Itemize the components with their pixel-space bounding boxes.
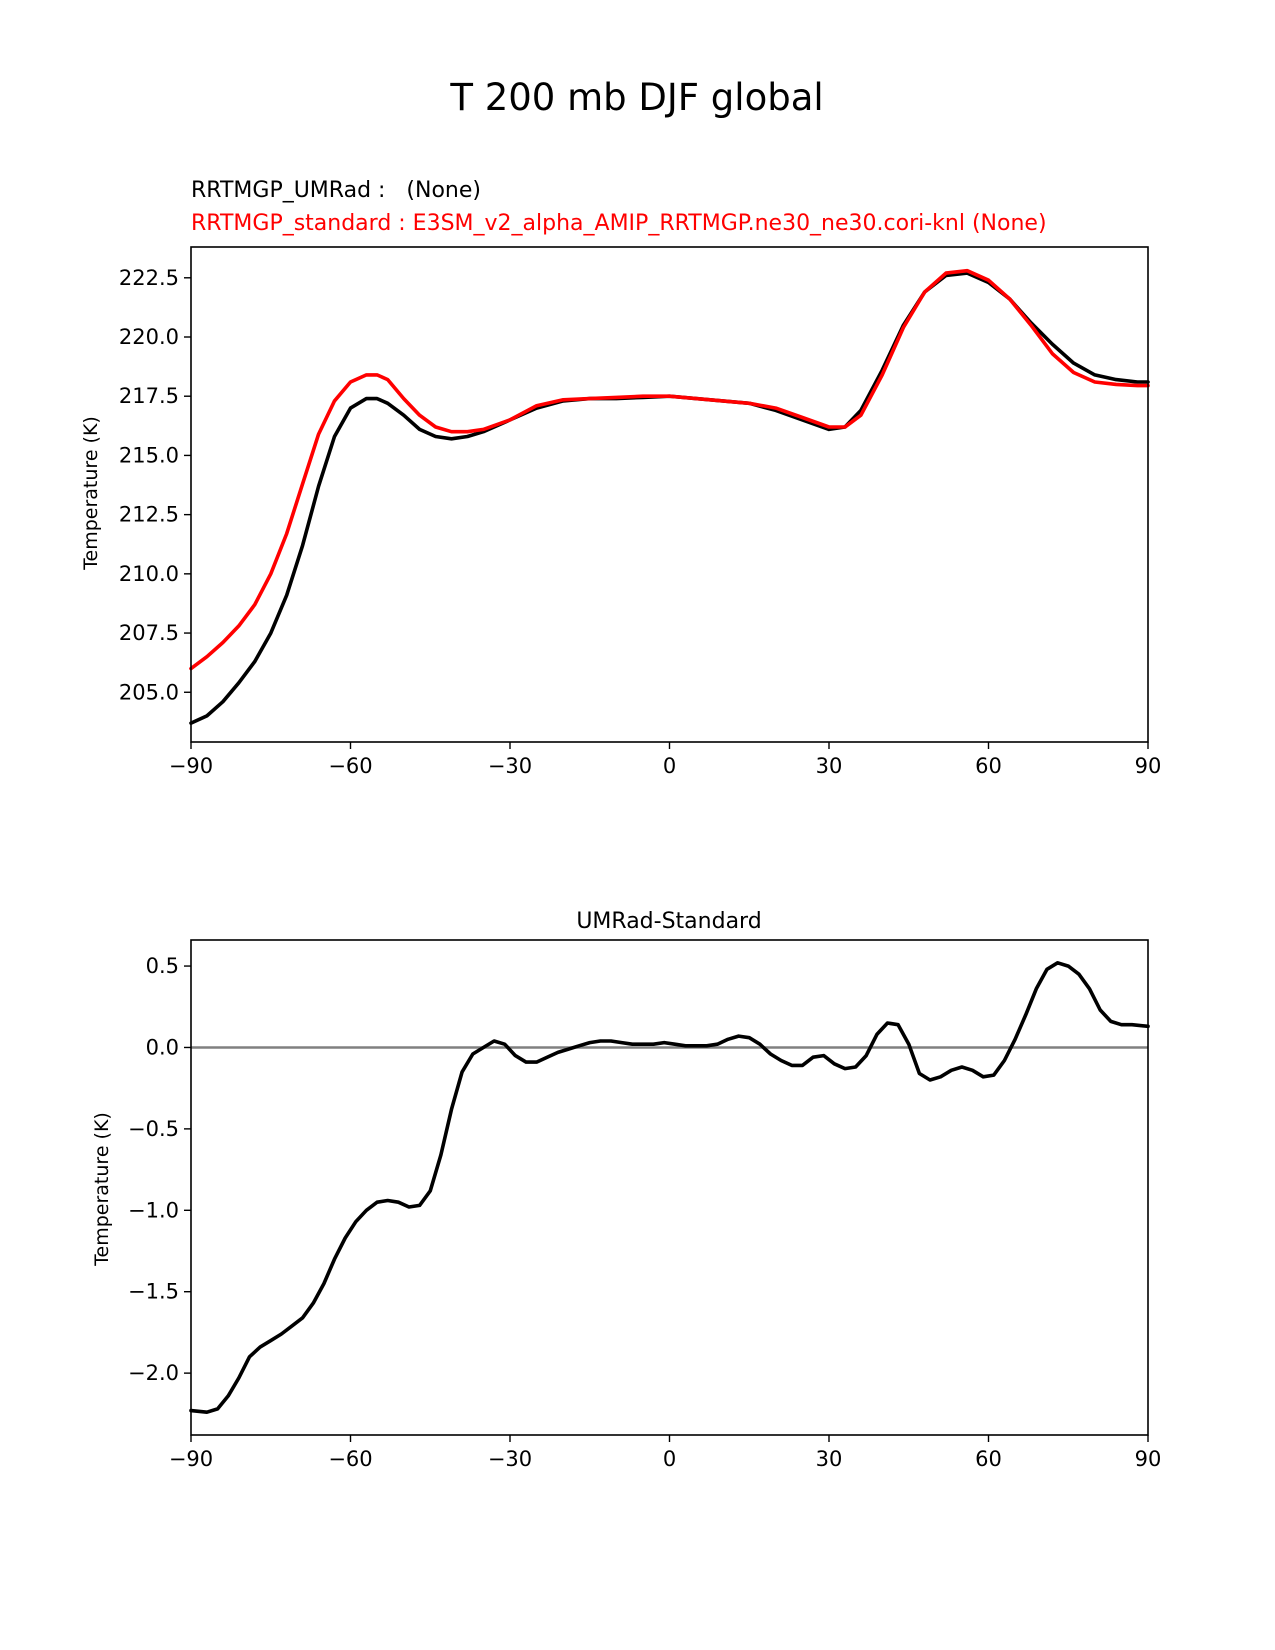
y-tick-label: 220.0 bbox=[119, 325, 179, 349]
series-line-0 bbox=[189, 960, 1150, 1414]
bottom-panel: UMRad-Standard Temperature (K) −90 −60 −30… bbox=[91, 909, 1161, 1471]
x-tick-label: −90 bbox=[169, 754, 213, 778]
bottom-title: UMRad-Standard bbox=[576, 909, 761, 934]
y-tick-label: 0.5 bbox=[146, 954, 179, 978]
bottom-plot-marks: −90 −60 −30 0 30 60 90 −2.0 −1.5 −1.0 −0.5 0.0 0.5 bbox=[128, 954, 1161, 1471]
y-tick-label: 212.5 bbox=[119, 503, 179, 527]
x-tick-label: 0 bbox=[663, 754, 676, 778]
x-tick-label: 30 bbox=[816, 754, 843, 778]
bottom-ylabel: Temperature (K) bbox=[91, 1112, 113, 1267]
x-tick-label: 60 bbox=[975, 1447, 1002, 1471]
y-tick-label: −2.0 bbox=[128, 1361, 179, 1385]
top-plot-frame bbox=[190, 246, 1149, 743]
y-tick-label: 215.0 bbox=[119, 443, 179, 467]
x-tick-label: 30 bbox=[816, 1447, 843, 1471]
top-panel: RRTMGP_UMRad : (None) RRTMGP_standard : … bbox=[80, 178, 1161, 778]
x-tick-label: −30 bbox=[488, 1447, 532, 1471]
y-tick-label: 207.5 bbox=[119, 621, 179, 645]
y-tick-label: −1.5 bbox=[128, 1280, 179, 1304]
x-tick-label: 0 bbox=[663, 1447, 676, 1471]
y-tick-label: 0.0 bbox=[146, 1035, 179, 1059]
x-tick-label: 60 bbox=[975, 754, 1002, 778]
legend-line-standard: RRTMGP_standard : E3SM_v2_alpha_AMIP_RRT… bbox=[191, 211, 1047, 236]
y-tick-label: 222.5 bbox=[119, 266, 179, 290]
y-tick-label: −0.5 bbox=[128, 1117, 179, 1141]
y-tick-label: 210.0 bbox=[119, 562, 179, 586]
y-tick-label: 205.0 bbox=[119, 680, 179, 704]
legend-line-umrad: RRTMGP_UMRad : (None) bbox=[191, 178, 481, 203]
y-tick-label: −1.0 bbox=[128, 1198, 179, 1222]
x-tick-label: 90 bbox=[1135, 754, 1162, 778]
figure-suptitle: T 200 mb DJF global bbox=[449, 76, 823, 119]
x-tick-label: −90 bbox=[169, 1447, 213, 1471]
series-line-1 bbox=[189, 268, 1150, 671]
x-tick-label: −60 bbox=[328, 1447, 372, 1471]
top-plot-marks: −90 −60 −30 0 30 60 90 205.0 207.5 210.0 212.5 215.… bbox=[119, 266, 1161, 778]
y-tick-label: 217.5 bbox=[119, 384, 179, 408]
x-tick-label: 90 bbox=[1135, 1447, 1162, 1471]
x-tick-label: −30 bbox=[488, 754, 532, 778]
x-tick-label: −60 bbox=[328, 754, 372, 778]
top-ylabel: Temperature (K) bbox=[80, 416, 102, 571]
bottom-plot-frame bbox=[190, 939, 1149, 1436]
